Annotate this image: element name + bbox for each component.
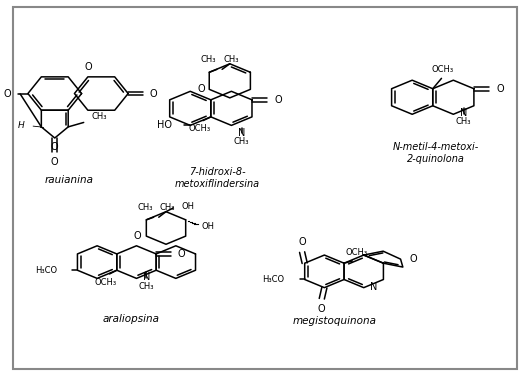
Text: CH₃: CH₃ (92, 112, 107, 121)
Text: N-metil-4-metoxi-
2-quinolona: N-metil-4-metoxi- 2-quinolona (392, 142, 479, 164)
Text: N: N (238, 127, 246, 138)
Text: OCH₃: OCH₃ (346, 247, 368, 256)
Text: O: O (84, 62, 92, 73)
Text: OH: OH (201, 222, 214, 231)
Text: CH₃: CH₃ (456, 117, 471, 126)
Text: O: O (197, 84, 205, 94)
Text: CH₃: CH₃ (234, 137, 249, 146)
Text: H₃CO: H₃CO (35, 266, 57, 275)
Text: O: O (4, 88, 12, 99)
Text: HO: HO (157, 120, 172, 130)
Text: O: O (318, 303, 326, 314)
Text: O: O (298, 237, 306, 247)
Text: CH₃: CH₃ (200, 55, 216, 64)
Text: N: N (143, 273, 150, 282)
Text: megistoquinona: megistoquinona (292, 316, 377, 326)
Text: O: O (274, 95, 282, 105)
Text: O: O (134, 231, 141, 241)
Text: O: O (51, 156, 58, 167)
Text: CH₃: CH₃ (160, 203, 175, 212)
Text: H: H (18, 121, 25, 130)
Text: O: O (496, 84, 504, 94)
Text: O: O (149, 88, 157, 99)
Text: OCH₃: OCH₃ (188, 124, 210, 133)
Text: CH₃: CH₃ (138, 282, 154, 291)
Text: H₃CO: H₃CO (262, 275, 284, 284)
Text: N: N (460, 108, 467, 118)
Text: rauianina: rauianina (44, 175, 93, 185)
Text: O: O (51, 143, 58, 152)
Text: O: O (177, 249, 185, 259)
Text: CH₃: CH₃ (223, 55, 239, 64)
Text: araliopsina: araliopsina (102, 314, 159, 324)
Text: N: N (370, 282, 377, 292)
Text: OH: OH (181, 202, 195, 211)
Text: 7-hidroxi-8-
metoxiflindersina: 7-hidroxi-8- metoxiflindersina (175, 167, 260, 189)
Text: OCH₃: OCH₃ (95, 277, 117, 287)
Text: CH₃: CH₃ (137, 203, 153, 212)
FancyBboxPatch shape (13, 7, 517, 369)
Text: O: O (410, 254, 418, 264)
Text: OCH₃: OCH₃ (432, 65, 454, 74)
